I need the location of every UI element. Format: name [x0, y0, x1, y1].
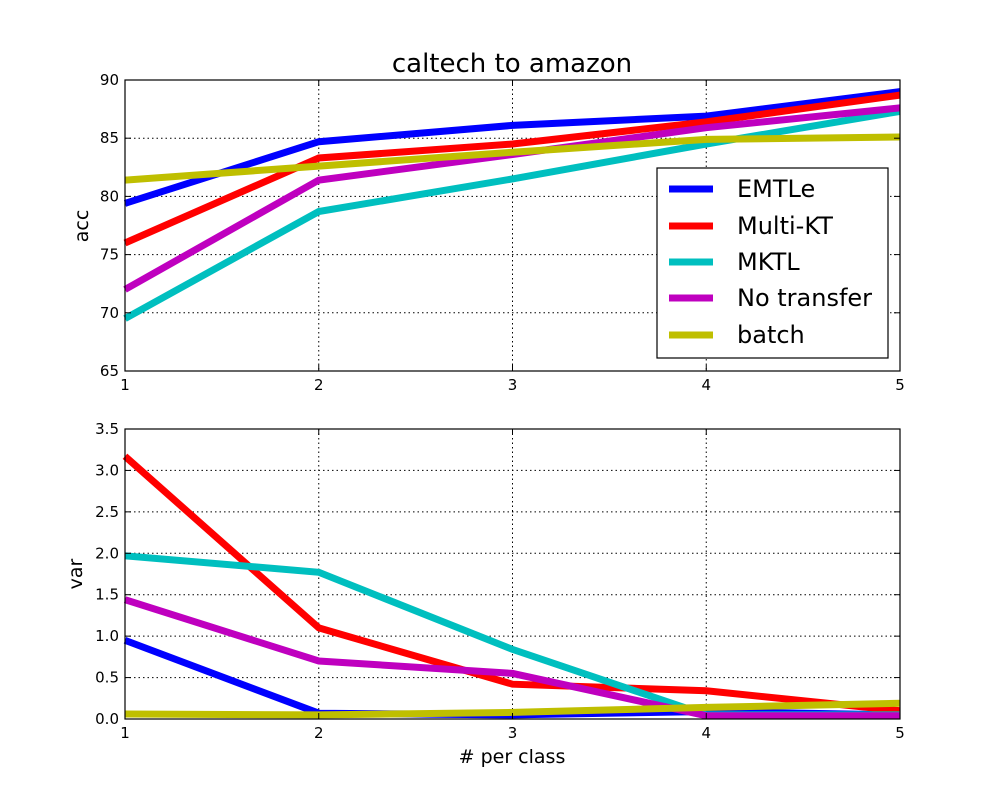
- variance-series-multi-kt: [122, 453, 901, 715]
- legend-label-batch: batch: [737, 321, 805, 349]
- chart-title: caltech to amazon: [392, 49, 632, 79]
- x-axis-label: # per class: [459, 746, 566, 768]
- accuracy-y-tick-label: 90: [100, 71, 119, 89]
- variance-y-axis-label: var: [65, 558, 87, 589]
- accuracy-series-emtle: [123, 88, 901, 207]
- variance-x-tick-label: 4: [701, 724, 711, 742]
- variance-y-tick-label: 0.5: [95, 669, 119, 687]
- legend-label-multi-kt: Multi-KT: [737, 212, 833, 240]
- variance-x-tick-label: 3: [508, 724, 518, 742]
- accuracy-y-tick-label: 80: [100, 187, 119, 205]
- accuracy-x-tick-label: 2: [314, 376, 324, 394]
- variance-x-tick-label: 5: [895, 724, 905, 742]
- accuracy-x-tick-label: 4: [701, 376, 711, 394]
- variance-x-tick-label: 2: [314, 724, 324, 742]
- variance-y-tick-label: 0.0: [95, 710, 119, 728]
- accuracy-y-tick-label: 75: [100, 246, 119, 264]
- accuracy-x-tick-label: 5: [895, 376, 905, 394]
- legend: EMTLe Multi-KT MKTL No transfer batch: [656, 167, 889, 359]
- accuracy-series-batch: [124, 133, 901, 184]
- variance-y-tick-label: 3.5: [95, 420, 119, 438]
- variance-x-tick-label: 1: [120, 724, 130, 742]
- variance-y-tick-label: 2.0: [95, 544, 119, 562]
- variance-ticks: 1 2 3 4 5 0.0 0.5 1.0 1.5 2.0 2.5 3.0 3.5: [95, 420, 905, 742]
- accuracy-series: [123, 88, 901, 322]
- legend-label-no-transfer: No transfer: [737, 284, 872, 312]
- variance-chart: 1 2 3 4 5 0.0 0.5 1.0 1.5 2.0 2.5 3.0 3.5 var # per …: [65, 420, 905, 768]
- variance-series-batch: [124, 699, 901, 719]
- variance-y-tick-label: 3.0: [95, 461, 119, 479]
- accuracy-series-mktl: [123, 107, 901, 322]
- accuracy-x-tick-label: 1: [120, 376, 130, 394]
- legend-label-emtle: EMTLe: [737, 175, 815, 203]
- accuracy-y-axis-label: acc: [71, 210, 93, 243]
- accuracy-y-tick-label: 65: [100, 362, 119, 380]
- accuracy-series-multi-kt: [123, 91, 901, 247]
- accuracy-x-tick-label: 3: [508, 376, 518, 394]
- legend-label-mktl: MKTL: [737, 248, 800, 276]
- variance-series-no-transfer: [123, 596, 900, 720]
- variance-y-tick-label: 1.0: [95, 627, 119, 645]
- variance-y-tick-label: 2.5: [95, 503, 119, 521]
- accuracy-y-tick-label: 70: [100, 304, 119, 322]
- variance-y-tick-label: 1.5: [95, 586, 119, 604]
- accuracy-y-tick-label: 85: [100, 129, 119, 147]
- accuracy-ticks: 1 2 3 4 5 65 70 75 80 85 90: [100, 71, 905, 394]
